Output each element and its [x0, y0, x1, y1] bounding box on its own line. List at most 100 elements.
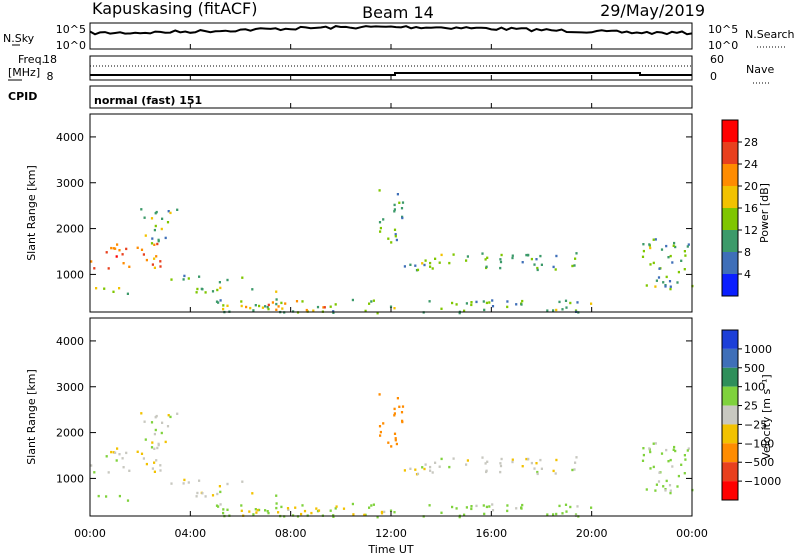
echo-cell — [317, 509, 321, 512]
echo-cell — [429, 265, 432, 268]
nave-label: Nave — [746, 63, 774, 76]
echo-cell — [219, 286, 222, 290]
echo-cell — [150, 421, 154, 424]
echo-cell — [555, 308, 558, 312]
echo-cell — [525, 457, 528, 461]
echo-cell — [332, 514, 335, 517]
echo-cell — [552, 265, 555, 269]
echo-cell — [266, 510, 269, 513]
search-tick-high: 10^5 — [708, 23, 738, 36]
echo-cell — [90, 260, 93, 263]
colorbar-swatch — [722, 186, 738, 208]
echo-cell — [684, 458, 687, 461]
echo-cell — [499, 462, 502, 465]
velocity-echo-layer — [90, 393, 694, 519]
echo-cell — [455, 507, 458, 510]
echo-cell — [540, 467, 543, 470]
echo-cell — [159, 265, 162, 268]
colorbar-tick-label: 8 — [744, 246, 751, 259]
echo-cell — [128, 469, 131, 472]
echo-cell — [654, 285, 657, 288]
echo-cell — [440, 307, 443, 310]
echo-cell — [116, 447, 119, 450]
echo-cell — [316, 305, 320, 309]
echo-cell — [466, 255, 469, 258]
echo-cell — [196, 491, 199, 495]
echo-cell — [114, 247, 117, 250]
echo-cell — [536, 268, 539, 272]
echo-cell — [142, 457, 145, 460]
echo-cell — [575, 456, 578, 459]
colorbar-tick-label: 1000 — [744, 343, 772, 356]
colorbar-tick-label: 500 — [744, 362, 765, 375]
echo-cell — [491, 509, 495, 512]
echo-cell — [394, 235, 397, 238]
echo-cell — [546, 309, 549, 312]
echo-cell — [376, 312, 379, 315]
beam-title: Beam 14 — [362, 3, 434, 22]
echo-cell — [151, 441, 154, 444]
power-panel-frame — [89, 113, 693, 313]
echo-cell — [409, 263, 412, 266]
echo-cell — [393, 412, 396, 415]
echo-cell — [264, 509, 267, 512]
echo-cell — [128, 265, 131, 268]
echo-cell — [452, 457, 455, 460]
echo-cell — [155, 255, 158, 258]
echo-cell — [662, 485, 665, 488]
echo-cell — [103, 287, 106, 290]
echo-cell — [226, 482, 229, 486]
echo-cell — [266, 306, 269, 309]
echo-cell — [440, 253, 443, 257]
echo-cell — [466, 459, 469, 462]
echo-cell — [166, 425, 170, 428]
echo-cell — [155, 459, 158, 462]
echo-cell — [669, 491, 672, 495]
echo-cell — [429, 465, 432, 469]
echo-cell — [465, 506, 468, 509]
echo-cell — [97, 494, 100, 498]
echo-cell — [506, 504, 509, 507]
echo-cell — [383, 510, 386, 514]
echo-cell — [521, 503, 524, 507]
echo-cell — [211, 494, 215, 497]
echo-cell — [118, 287, 121, 290]
echo-cell — [424, 259, 427, 262]
velocity-panel-frame — [89, 317, 693, 517]
echo-cell — [217, 505, 220, 508]
echo-cell — [114, 451, 117, 454]
echo-cell — [558, 300, 561, 304]
colorbar-swatch — [722, 481, 738, 500]
echo-cell — [143, 216, 146, 219]
echo-cell — [536, 266, 539, 270]
echo-cell — [668, 484, 672, 487]
echo-cell — [434, 461, 437, 464]
echo-cell — [400, 207, 404, 210]
echo-cell — [281, 307, 284, 310]
echo-cell — [258, 304, 261, 308]
echo-cell — [275, 290, 278, 293]
search-tick-low: 10^0 — [708, 39, 738, 52]
echo-cell — [170, 482, 173, 485]
echo-cell — [649, 246, 652, 250]
echo-cell — [332, 310, 335, 313]
echo-cell — [511, 460, 514, 464]
echo-cell — [118, 453, 121, 456]
echo-cell — [648, 243, 651, 246]
echo-cell — [204, 495, 207, 498]
echo-cell — [393, 228, 397, 231]
echo-cell — [245, 305, 248, 309]
echo-cell — [499, 258, 502, 261]
echo-cell — [329, 509, 332, 512]
x-tick-label: 12:00 — [375, 527, 407, 540]
echo-cell — [389, 509, 393, 512]
echo-cell — [400, 411, 404, 414]
echo-cell — [660, 248, 664, 251]
colorbar-tick-label: −100 — [744, 437, 774, 450]
echo-cell — [458, 515, 461, 519]
echo-cell — [660, 452, 664, 455]
echo-cell — [107, 471, 110, 474]
colorbar-swatch — [722, 348, 738, 368]
echo-cell — [95, 287, 98, 290]
echo-cell — [280, 301, 283, 305]
